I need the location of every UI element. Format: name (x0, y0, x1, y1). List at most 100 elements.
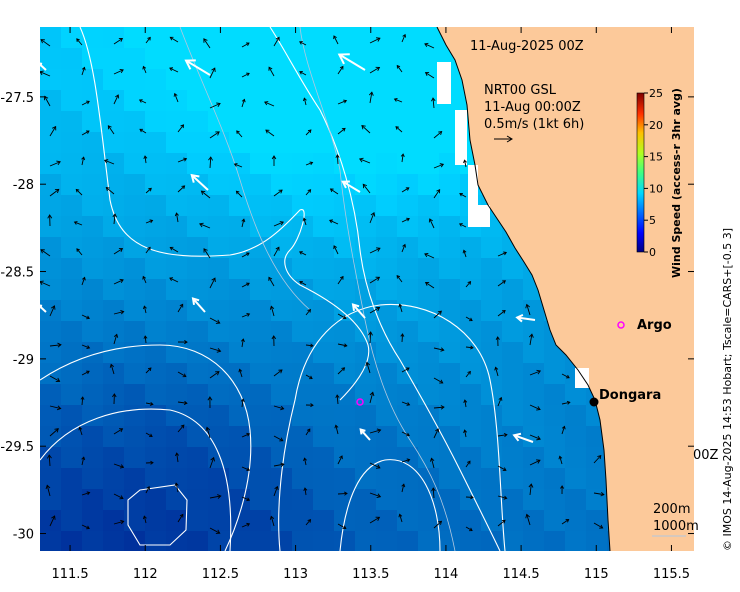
wind-speed-cell (103, 426, 125, 448)
wind-speed-cell (691, 48, 694, 70)
wind-speed-cell (145, 69, 167, 91)
wind-speed-cell (250, 27, 272, 49)
wind-speed-cell (40, 132, 62, 154)
wind-speed-cell (61, 195, 83, 217)
depth-label-200m: 200m (653, 502, 690, 517)
wind-speed-cell (691, 174, 694, 196)
wind-speed-cell (418, 27, 440, 49)
wind-speed-cell (418, 510, 440, 532)
wind-speed-cell (61, 237, 83, 259)
wind-speed-cell (376, 510, 398, 532)
wind-vector (305, 403, 314, 408)
wind-speed-cell (691, 300, 694, 322)
wind-vector (177, 124, 185, 133)
wind-vector (81, 156, 86, 166)
wind-vector (209, 102, 221, 109)
wind-speed-cell (691, 468, 694, 490)
wind-speed-cell (481, 237, 503, 259)
wind-speed-cell (271, 174, 293, 196)
wind-vector (113, 310, 125, 315)
wind-vector (433, 163, 445, 169)
wind-speed-cell (481, 279, 503, 301)
wind-speed-cell (418, 48, 440, 70)
wind-vector (302, 217, 307, 226)
wind-speed-cell (292, 90, 314, 112)
wind-vector (273, 369, 283, 377)
wind-speed-cell (187, 531, 209, 551)
wind-speed-cell (82, 363, 104, 385)
wind-speed-cell (229, 258, 251, 280)
wind-vector (143, 155, 148, 164)
wind-speed-cell (355, 531, 377, 551)
wind-speed-cell (397, 237, 419, 259)
wind-vector (209, 131, 220, 139)
wind-vector (49, 188, 60, 197)
dongara-marker[interactable] (589, 397, 599, 407)
land-mass (437, 27, 694, 551)
colorbar-tick-label: 20 (649, 119, 663, 132)
wind-speed-cell (523, 384, 545, 406)
wind-vector (401, 367, 410, 373)
wind-vector (81, 344, 91, 349)
wind-speed-cell (250, 279, 272, 301)
wind-speed-cell (271, 510, 293, 532)
wind-vector (184, 59, 211, 76)
colorbar-title: Wind Speed (access-r 3hr avg) (670, 88, 683, 278)
wind-speed-cell (187, 279, 209, 301)
wind-speed-cell (376, 69, 398, 91)
wind-speed-cell (418, 111, 440, 133)
wind-vector (497, 519, 506, 527)
wind-speed-cell (145, 48, 167, 70)
wind-speed-cell (460, 531, 482, 551)
wind-speed-cell (145, 384, 167, 406)
wind-speed-cell (145, 447, 167, 469)
wind-vector (305, 129, 312, 136)
wind-speed-cell (502, 321, 524, 343)
wind-speed-cell (124, 405, 146, 427)
wind-speed-cell (313, 48, 335, 70)
wind-speed-cell (250, 363, 272, 385)
wind-speed-cell (313, 489, 335, 511)
wind-vector (433, 347, 445, 352)
wind-speed-cell (376, 300, 398, 322)
wind-speed-cell (334, 258, 356, 280)
wind-speed-cell (418, 90, 440, 112)
wind-speed-cell (40, 321, 62, 343)
wind-speed-cell (691, 342, 694, 364)
wind-vector (369, 37, 381, 44)
wind-vector (365, 361, 371, 374)
wind-vector (44, 95, 51, 107)
wind-speed-cell (145, 111, 167, 133)
wind-vector (465, 526, 473, 532)
wind-speed-cell (565, 405, 587, 427)
wind-speed-cell (250, 195, 272, 217)
map-plot-area (40, 27, 694, 551)
wind-vector (433, 377, 444, 384)
wind-speed-cell (208, 237, 230, 259)
argo-float-marker[interactable] (617, 321, 625, 329)
wind-speed-cell (502, 342, 524, 364)
wind-speed-cell (82, 279, 104, 301)
wind-speed-cell (124, 153, 146, 175)
argo-float-offshore-marker[interactable] (356, 398, 364, 406)
wind-speed-cell (439, 363, 461, 385)
wind-speed-cell (418, 279, 440, 301)
colorbar-tick-label: 0 (649, 246, 656, 259)
wind-speed-cell (145, 300, 167, 322)
wind-speed-cell (313, 426, 335, 448)
wind-speed-cell (292, 258, 314, 280)
wind-vector (369, 462, 381, 469)
wind-vector (113, 333, 119, 345)
credit-text: © IMOS 14-Aug-2025 14:53 Hobart; Tscale=… (721, 228, 734, 551)
wind-vector (209, 371, 220, 379)
wind-vector (369, 428, 382, 434)
wind-vector (459, 192, 467, 198)
wind-vector (208, 156, 213, 169)
wind-speed-cell (691, 195, 694, 217)
wind-vector (177, 339, 188, 345)
wind-vector (398, 513, 403, 523)
dongara-label: Dongara (599, 388, 661, 403)
wind-speed-cell (439, 216, 461, 238)
wind-speed-cell (544, 468, 566, 490)
wind-speed-cell (313, 405, 335, 427)
